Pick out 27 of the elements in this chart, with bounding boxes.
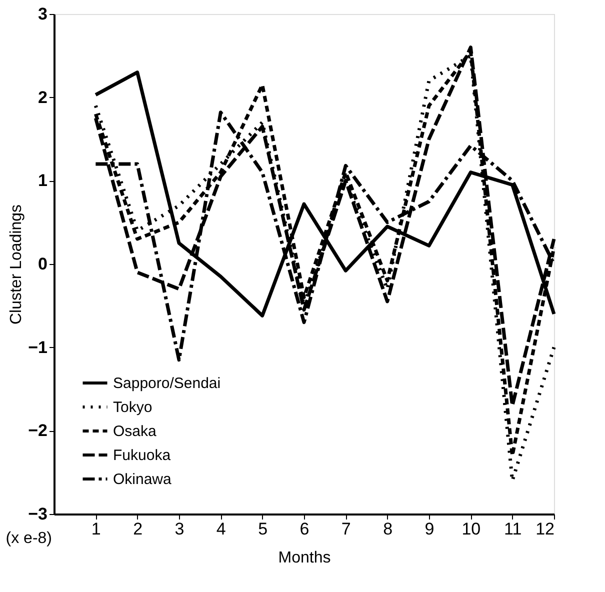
x-tick-label: 3 (174, 520, 184, 538)
x-tick-label: 4 (216, 520, 226, 538)
legend-label: Sapporo/Sendai (113, 375, 221, 392)
y-axis-title: Cluster Loadings (8, 204, 26, 325)
y-tick-label: 2 (38, 88, 48, 107)
x-tick-label: 12 (536, 520, 554, 538)
y-tick-label: 1 (38, 171, 48, 190)
x-tick-label: 8 (383, 520, 393, 538)
x-axis-title: Months (278, 550, 331, 566)
x-tick-label: 11 (504, 520, 522, 538)
x-tick-label: 10 (462, 520, 481, 538)
y-tick-label: 3 (38, 4, 48, 24)
legend-label: Fukuoka (113, 447, 172, 464)
x-tick-label: 1 (91, 520, 101, 538)
x-tick-label: 2 (133, 520, 143, 538)
legend-label: Okinawa (113, 471, 172, 488)
text: (x e-8) (6, 530, 52, 547)
x-tick-label: 5 (258, 520, 268, 538)
y-tick-label: −1 (28, 338, 48, 357)
y-tick-label: −2 (28, 421, 48, 440)
y-tick-label: −3 (28, 504, 48, 524)
legend-label: Tokyo (113, 399, 152, 416)
x-tick-label: 6 (300, 520, 310, 538)
legend-label: Osaka (113, 423, 158, 440)
y-tick-label: 0 (38, 254, 48, 274)
x-tick-label: 9 (424, 520, 434, 538)
x-tick-label: 7 (341, 520, 351, 538)
